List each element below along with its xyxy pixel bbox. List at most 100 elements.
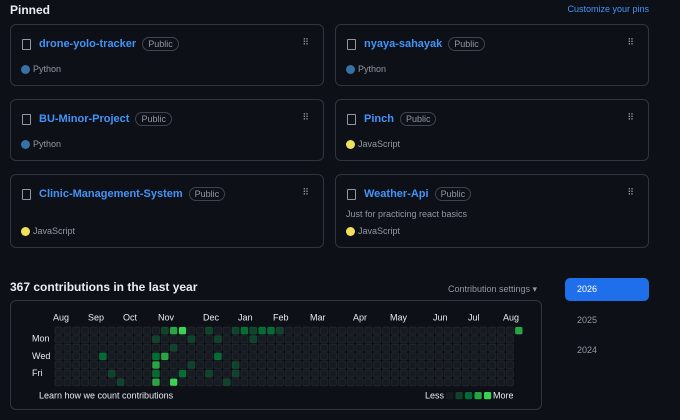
contribution-cell bbox=[381, 352, 391, 361]
contribution-cell bbox=[452, 326, 461, 335]
contribution-cell bbox=[116, 360, 125, 370]
visibility-badge: Public bbox=[142, 37, 179, 51]
contribution-cell bbox=[435, 343, 444, 352]
contribution-cell bbox=[293, 352, 302, 361]
contribution-cell bbox=[125, 343, 134, 352]
contribution-cell bbox=[240, 369, 249, 378]
contribution-cell bbox=[311, 343, 320, 352]
contribution-cell bbox=[151, 335, 161, 344]
contribution-cell bbox=[505, 326, 515, 335]
contribution-cell bbox=[81, 335, 90, 344]
repo-link[interactable]: drone-yolo-tracker bbox=[39, 38, 137, 50]
repo-link[interactable]: Weather-Api bbox=[364, 188, 429, 200]
repo-link[interactable]: Clinic-Management-System bbox=[39, 188, 183, 200]
contribution-cell bbox=[470, 360, 479, 370]
contribution-cell bbox=[213, 343, 223, 352]
contribution-cell bbox=[381, 378, 391, 387]
legend-cell bbox=[446, 392, 454, 400]
contribution-cell bbox=[364, 335, 373, 344]
year-button[interactable]: 2026 bbox=[565, 278, 649, 301]
drag-handle[interactable]: ⠿ bbox=[302, 112, 309, 122]
contribution-cell bbox=[222, 360, 231, 370]
contribution-cell bbox=[320, 360, 329, 370]
contribution-cell bbox=[505, 378, 515, 387]
contribution-cell bbox=[311, 326, 320, 335]
contribution-settings[interactable]: Contribution settings ▾ bbox=[448, 284, 538, 294]
contribution-cell bbox=[337, 326, 346, 335]
drag-handle[interactable]: ⠿ bbox=[627, 187, 634, 197]
contribution-cell bbox=[134, 352, 143, 361]
drag-handle[interactable]: ⠿ bbox=[627, 37, 634, 47]
contribution-cell bbox=[151, 343, 161, 352]
contribution-cell bbox=[275, 369, 284, 378]
contribution-cell bbox=[116, 378, 125, 387]
contribution-cell bbox=[426, 343, 435, 352]
contribution-cell bbox=[355, 378, 364, 387]
contribution-cell bbox=[488, 326, 497, 335]
contribution-cell bbox=[196, 335, 205, 344]
contribution-cell bbox=[249, 343, 258, 352]
contribution-cell bbox=[72, 360, 81, 370]
contribution-cell bbox=[81, 326, 90, 335]
contribution-cell bbox=[134, 335, 143, 344]
contribution-cell bbox=[275, 360, 284, 370]
contribution-cell bbox=[284, 335, 293, 344]
contribution-cell bbox=[302, 326, 311, 335]
visibility-badge: Public bbox=[448, 37, 485, 51]
contribution-cell bbox=[266, 352, 276, 361]
contribution-cell bbox=[196, 352, 205, 361]
learn-link[interactable]: Learn how we count contributions bbox=[39, 390, 174, 400]
contribution-cell bbox=[390, 343, 399, 352]
drag-handle[interactable]: ⠿ bbox=[302, 37, 309, 47]
contribution-cell bbox=[151, 369, 161, 378]
contribution-cell bbox=[443, 335, 453, 344]
repo-link[interactable]: nyaya-sahayak bbox=[364, 38, 443, 50]
repo-card: ⠿ nyaya-sahayak Public Python bbox=[335, 24, 649, 86]
contribution-cell bbox=[187, 369, 196, 378]
drag-handle[interactable]: ⠿ bbox=[627, 112, 634, 122]
year-button[interactable]: 2024 bbox=[577, 345, 598, 355]
contribution-cell bbox=[213, 352, 223, 361]
contribution-cell bbox=[54, 378, 63, 387]
contribution-cell bbox=[63, 335, 72, 344]
contribution-cell bbox=[302, 343, 311, 352]
contribution-cell bbox=[222, 378, 231, 387]
contribution-cell bbox=[373, 360, 382, 370]
contribution-cell bbox=[266, 378, 276, 387]
contribution-cell bbox=[81, 369, 90, 378]
repo-link[interactable]: BU-Minor-Project bbox=[39, 113, 130, 125]
repo-icon bbox=[347, 189, 356, 200]
contribution-cell bbox=[452, 369, 461, 378]
contribution-cell bbox=[231, 369, 240, 378]
contribution-cell bbox=[390, 378, 399, 387]
contribution-cell bbox=[320, 343, 329, 352]
contribution-cell bbox=[399, 335, 408, 344]
contribution-cell bbox=[258, 378, 267, 387]
contribution-cell bbox=[178, 343, 187, 352]
contribution-cell bbox=[302, 378, 311, 387]
year-button[interactable]: 2025 bbox=[577, 315, 598, 325]
contribution-cell bbox=[355, 335, 364, 344]
repo-link[interactable]: Pinch bbox=[364, 113, 394, 125]
contribution-cell bbox=[134, 360, 143, 370]
repo-card: ⠿ Clinic-Management-System Public JavaScrip… bbox=[10, 174, 324, 248]
contribution-cell bbox=[169, 360, 178, 370]
contribution-cell bbox=[479, 352, 488, 361]
contribution-cell bbox=[213, 335, 223, 344]
contribution-cell bbox=[63, 360, 72, 370]
contribution-cell bbox=[231, 360, 240, 370]
contribution-cell bbox=[479, 360, 488, 370]
contribution-cell bbox=[408, 352, 417, 361]
contribution-cell bbox=[328, 378, 338, 387]
contribution-cell bbox=[98, 343, 107, 352]
contribution-cell bbox=[169, 326, 178, 335]
contribution-cell bbox=[63, 369, 72, 378]
contribution-cell bbox=[204, 369, 214, 378]
contribution-cell bbox=[320, 335, 329, 344]
repo-card: ⠿ BU-Minor-Project Public Python bbox=[10, 99, 324, 161]
contribution-cell bbox=[346, 335, 355, 344]
customize-link[interactable]: Customize your pins bbox=[567, 4, 649, 14]
repo-language: JavaScript bbox=[346, 226, 400, 236]
drag-handle[interactable]: ⠿ bbox=[302, 187, 309, 197]
contribution-cell bbox=[54, 335, 63, 344]
